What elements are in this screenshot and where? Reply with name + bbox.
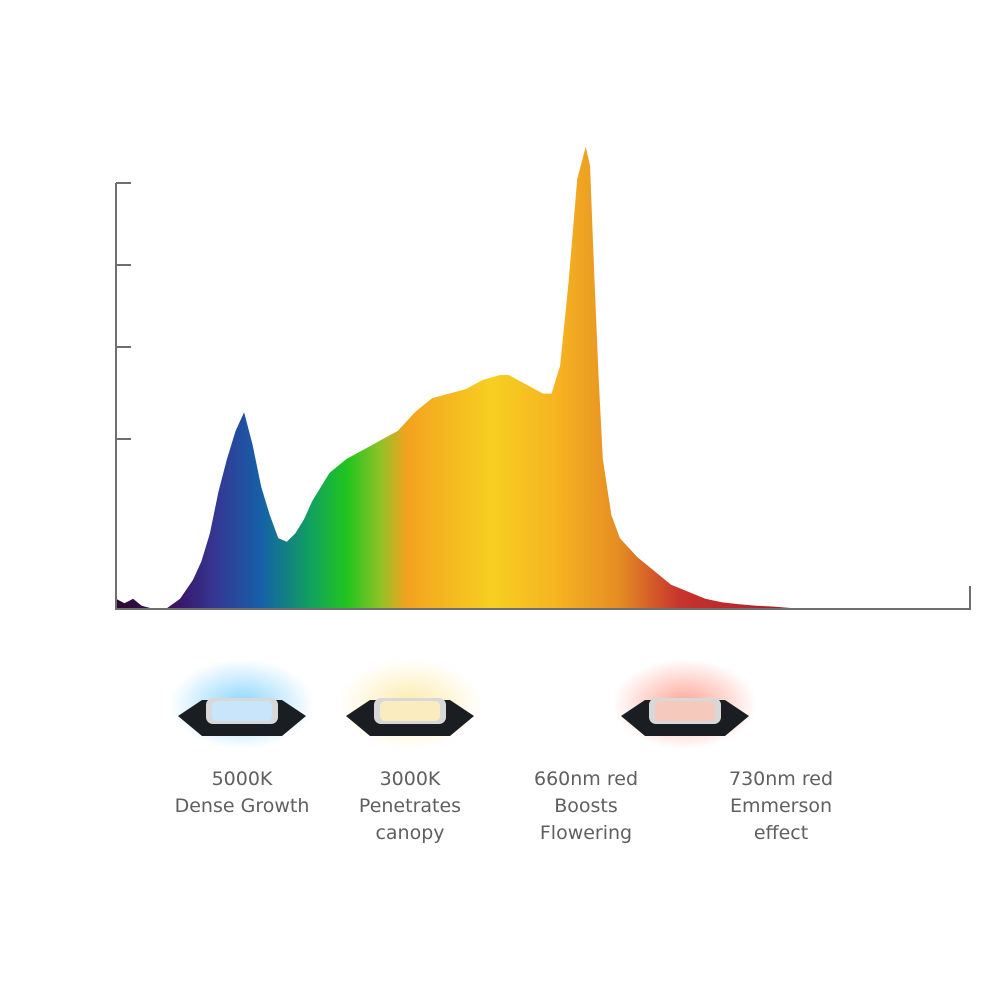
led-label-line: canopy [375,822,445,844]
led-label-line: 5000K [211,768,273,790]
led-phosphor [655,701,715,721]
led-chip-730nm [613,659,757,749]
led-label-line: effect [753,822,809,844]
plot-area [116,146,970,608]
led-label-3000k: 3000K Penetrates canopy [310,766,510,847]
led-chip-5000k [170,659,314,749]
led-label-line: Penetrates [358,795,462,817]
led-phosphor [380,701,440,721]
led-label-line: 730nm red [729,768,833,790]
led-label-line: Dense Growth [174,795,310,817]
led-label-730nm: 730nm red Emmerson effect [681,766,881,847]
led-label-line: Flowering [539,822,633,844]
led-label-line: 660nm red [534,768,638,790]
led-label-5000k: 5000K Dense Growth [142,766,342,820]
led-chips [170,659,757,749]
axes [115,182,971,610]
led-phosphor [212,701,272,721]
led-label-line: 3000K [379,768,441,790]
led-label-line: Emmerson [729,795,833,817]
led-label-660nm: 660nm red Boosts Flowering [486,766,686,847]
spectrum-area [116,146,970,608]
led-label-line: Boosts [554,795,618,817]
led-chip-3000k [338,659,482,749]
